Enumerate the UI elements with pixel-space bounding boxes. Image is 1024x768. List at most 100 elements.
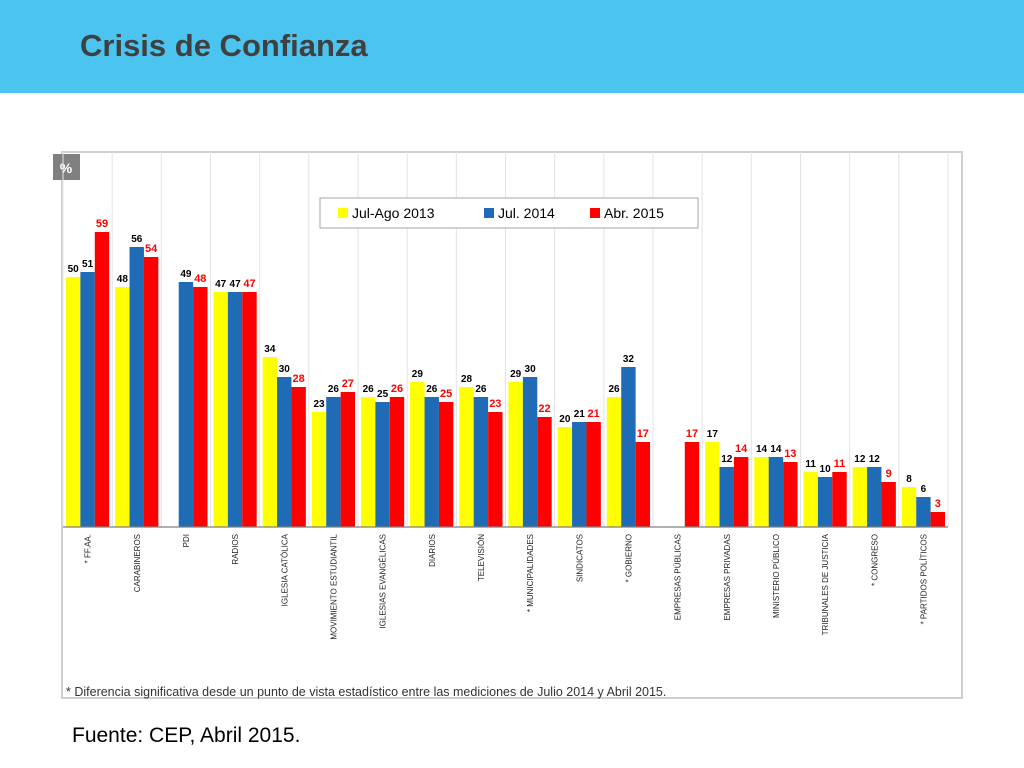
- category-label: PDI: [182, 534, 191, 547]
- bar: [852, 467, 868, 527]
- bar: [311, 412, 327, 527]
- bar: [213, 292, 228, 527]
- data-label: 47: [215, 279, 227, 290]
- bar: [389, 397, 405, 527]
- category-label: IGLESIA CATÓLICA: [280, 533, 289, 606]
- data-label: 8: [906, 474, 912, 485]
- category-label: EMPRESAS PRIVADAS: [723, 534, 732, 621]
- bar: [635, 442, 651, 527]
- bar: [621, 367, 636, 527]
- data-label: 12: [869, 454, 881, 465]
- category-label: MOVIMIENTO ESTUDIANTIL: [329, 533, 338, 639]
- bar: [586, 422, 601, 527]
- legend-box: [319, 197, 699, 229]
- bar: [572, 422, 587, 527]
- chart-frame: % 50 48 47 34 23 26 29 28 29 20 26 17 14 11 12 8 51 56 49 4…: [52, 150, 964, 700]
- data-label: 29: [412, 369, 424, 380]
- bar: [340, 392, 356, 527]
- data-label: 30: [525, 364, 537, 375]
- data-label: 12: [854, 454, 866, 465]
- data-label: 14: [735, 443, 748, 455]
- category-label: SINDICATOS: [575, 534, 584, 582]
- data-label: 48: [117, 274, 129, 285]
- bar: [178, 282, 194, 527]
- data-label: 47: [243, 278, 255, 290]
- category-label: * FF.AA.: [84, 534, 93, 563]
- bar: [360, 397, 376, 527]
- data-label: 28: [293, 373, 305, 385]
- data-label: 17: [707, 429, 719, 440]
- bar: [115, 287, 130, 527]
- data-label: 26: [608, 384, 620, 395]
- bar: [291, 387, 306, 527]
- data-label: 34: [264, 344, 276, 355]
- bar: [719, 467, 734, 527]
- category-label: TELEVISIÓN: [477, 534, 486, 581]
- bar: [733, 457, 749, 527]
- chart-border: [61, 151, 963, 699]
- data-label: 30: [279, 364, 291, 375]
- bar: [438, 402, 454, 527]
- data-label: 14: [770, 444, 782, 455]
- bar: [817, 477, 833, 527]
- bar: [930, 512, 946, 527]
- legend-swatch: [590, 208, 600, 218]
- data-label: 26: [475, 384, 487, 395]
- category-label: IGLESIAS EVANGÉLICAS: [379, 534, 388, 629]
- source-note: Fuente: CEP, Abril 2015.: [72, 724, 301, 747]
- data-label: 25: [377, 389, 389, 400]
- bar: [522, 377, 538, 527]
- category-label: MINISTERIO PÚBLICO: [772, 534, 781, 618]
- legend-label: Jul. 2014: [498, 205, 555, 221]
- bar: [262, 357, 278, 527]
- bar: [227, 292, 243, 527]
- bars-layer: [65, 232, 946, 527]
- data-label: 11: [834, 458, 846, 470]
- data-label: 23: [313, 399, 325, 410]
- data-label: 21: [574, 409, 586, 420]
- bar: [783, 462, 798, 527]
- bar: [803, 472, 818, 527]
- data-label: 21: [588, 408, 600, 420]
- data-label: 54: [145, 243, 158, 255]
- data-label: 51: [82, 259, 94, 270]
- data-label: 56: [131, 234, 143, 245]
- category-labels: * FF.AA. CARABINEROS PDI RADIOS IGLESIA CATÓ…: [84, 533, 929, 639]
- data-label: 47: [230, 279, 242, 290]
- bar: [375, 402, 390, 527]
- data-label: 26: [426, 384, 438, 395]
- data-label: 3: [935, 498, 941, 510]
- data-label: 17: [637, 428, 649, 440]
- category-label: * MUNICIPALIDADES: [526, 534, 535, 612]
- category-label: TRIBUNALES DE JUSTICIA: [821, 533, 830, 635]
- unit-label: %: [60, 160, 73, 176]
- bar: [705, 442, 720, 527]
- data-label: 27: [342, 378, 354, 390]
- category-label: DIARIOS: [428, 534, 437, 567]
- category-label: RADIOS: [231, 534, 240, 565]
- data-label: 29: [510, 369, 522, 380]
- bar: [557, 427, 573, 527]
- data-label: 13: [784, 448, 796, 460]
- data-label: 50: [68, 264, 80, 275]
- legend: Jul-Ago 2013 Jul. 2014 Abr. 2015: [319, 197, 699, 229]
- data-label: 26: [328, 384, 340, 395]
- data-label: 11: [805, 459, 816, 470]
- category-label: * CONGRESO: [870, 534, 879, 586]
- data-label: 22: [538, 403, 550, 415]
- category-label: * PARTIDOS POLÍTICOS: [919, 534, 928, 624]
- category-label: * GOBIERNO: [624, 534, 633, 582]
- bar: [65, 277, 81, 527]
- legend-swatch: [338, 208, 348, 218]
- bar: [508, 382, 523, 527]
- bar: [901, 487, 917, 527]
- bar: [459, 387, 474, 527]
- bar: [867, 467, 882, 527]
- bar: [832, 472, 847, 527]
- bar: [754, 457, 769, 527]
- category-label: CARABINEROS: [133, 534, 142, 592]
- data-label: 26: [391, 383, 403, 395]
- data-label: 14: [756, 444, 768, 455]
- data-label: 17: [686, 428, 698, 440]
